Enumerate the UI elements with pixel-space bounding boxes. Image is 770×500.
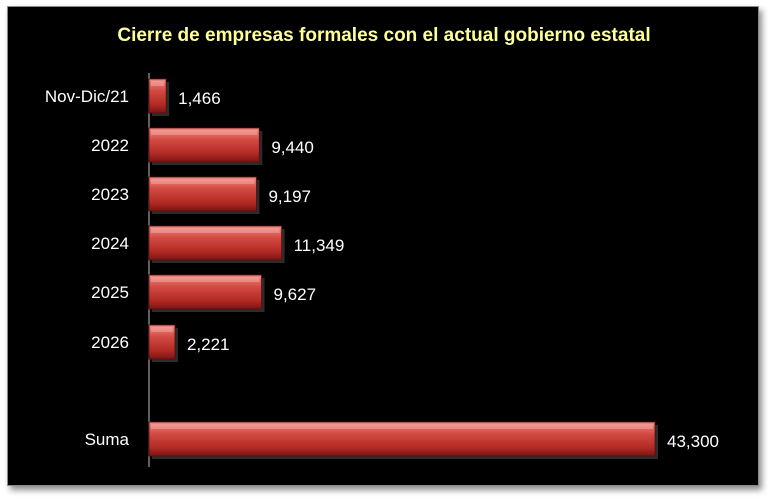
value-label: 11,349	[294, 236, 345, 255]
category-label: 2022	[91, 136, 129, 155]
value-label: 43,300	[667, 432, 719, 451]
bar-highlight	[151, 424, 653, 429]
bar-highlight	[151, 327, 173, 332]
value-label: 1,466	[178, 89, 221, 108]
value-label: 9,440	[271, 138, 314, 157]
bar-highlight	[151, 179, 255, 184]
bar	[148, 324, 176, 360]
value-label: 2,221	[187, 335, 230, 354]
bar	[148, 176, 257, 212]
category-label: 2025	[91, 283, 129, 302]
category-label: 2026	[91, 333, 129, 352]
bar-highlight	[151, 228, 280, 233]
chart-frame: Cierre de empresas formales con el actua…	[7, 6, 759, 486]
bar	[148, 78, 167, 114]
value-label: 9,627	[274, 285, 317, 304]
chart-title: Cierre de empresas formales con el actua…	[117, 25, 650, 46]
category-label: Suma	[85, 430, 130, 449]
bar-highlight	[151, 81, 165, 86]
bar-chart: Cierre de empresas formales con el actua…	[45, 25, 719, 467]
bar-highlight	[151, 277, 260, 282]
bar	[148, 274, 262, 310]
category-label: Nov-Dic/21	[45, 87, 129, 106]
value-label: 9,197	[268, 187, 311, 206]
bar	[148, 421, 656, 457]
bar	[148, 225, 283, 261]
category-label: 2024	[91, 234, 129, 253]
bar	[148, 127, 260, 163]
category-label: 2023	[91, 185, 129, 204]
bar-highlight	[151, 130, 258, 135]
